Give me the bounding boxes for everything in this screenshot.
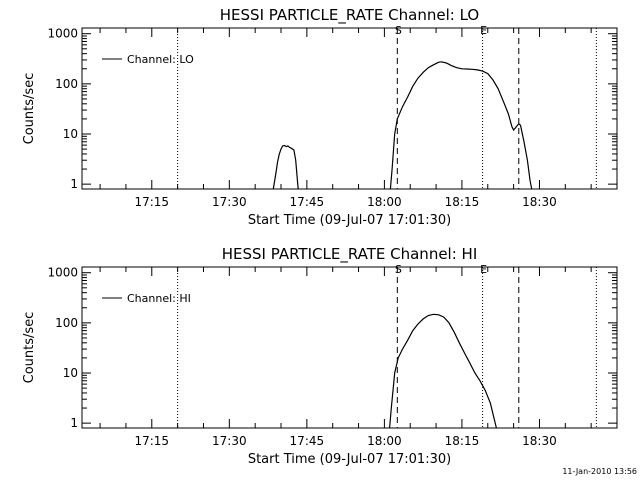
- panel-2-x-tick-label: 18:30: [522, 434, 557, 448]
- panel-1-series-line-2: [389, 61, 533, 190]
- panel-2-series-line-1: [389, 313, 497, 429]
- panel-1-x-tick-label: 17:30: [212, 195, 247, 209]
- panel-1-marker-s: S: [395, 24, 402, 37]
- panel-1-marker-e: E: [480, 24, 487, 37]
- panel-1-y-tick-label: 1000: [47, 27, 78, 41]
- panel-1-x-axis-label: Start Time (09-Jul-07 17:01:30): [248, 213, 451, 228]
- panel-2-y-axis-label: Counts/sec: [22, 312, 37, 384]
- panel-1-series-line-1: [272, 144, 299, 190]
- panel-1-plot-frame: [81, 27, 618, 190]
- panel-1-legend-label: Channel: LO: [127, 53, 194, 66]
- panel-2-y-tick-label: 1000: [47, 266, 78, 280]
- panel-1-chart-title: HESSI PARTICLE_RATE Channel: LO: [220, 6, 479, 25]
- panel-2-x-tick-label: 17:15: [134, 434, 169, 448]
- panel-1-x-tick-label: 17:45: [290, 195, 325, 209]
- panel-2-y-tick-label: 1: [70, 416, 78, 430]
- panel-2-plot-frame: [81, 266, 618, 429]
- panel-2-x-tick-label: 18:15: [445, 434, 480, 448]
- panel-2-x-tick-label: 17:30: [212, 434, 247, 448]
- panel-2-chart-title: HESSI PARTICLE_RATE Channel: HI: [222, 245, 478, 264]
- panel-2-legend-label: Channel: HI: [127, 292, 191, 305]
- panel-2-x-axis-label: Start Time (09-Jul-07 17:01:30): [248, 452, 451, 467]
- panel-2-y-tick-label: 100: [55, 316, 78, 330]
- panel-1-y-axis-label: Counts/sec: [22, 73, 37, 145]
- panel-1-x-tick-label: 18:30: [522, 195, 557, 209]
- panel-1-x-tick-label: 18:15: [445, 195, 480, 209]
- panel-1-x-tick-label: 17:15: [134, 195, 169, 209]
- panel-1-y-tick-label: 1: [70, 177, 78, 191]
- panel-1-x-tick-label: 18:00: [367, 195, 402, 209]
- panel-2-x-tick-label: 17:45: [290, 434, 325, 448]
- panel-2-y-tick-label: 10: [63, 366, 78, 380]
- panel-2-marker-e: E: [480, 263, 487, 276]
- panel-1-y-tick-label: 100: [55, 77, 78, 91]
- panel-1-y-tick-label: 10: [63, 127, 78, 141]
- panel-2-marker-s: S: [395, 263, 402, 276]
- timestamp-footer: 11-Jan-2010 13:56: [562, 467, 637, 476]
- panel-2-x-tick-label: 18:00: [367, 434, 402, 448]
